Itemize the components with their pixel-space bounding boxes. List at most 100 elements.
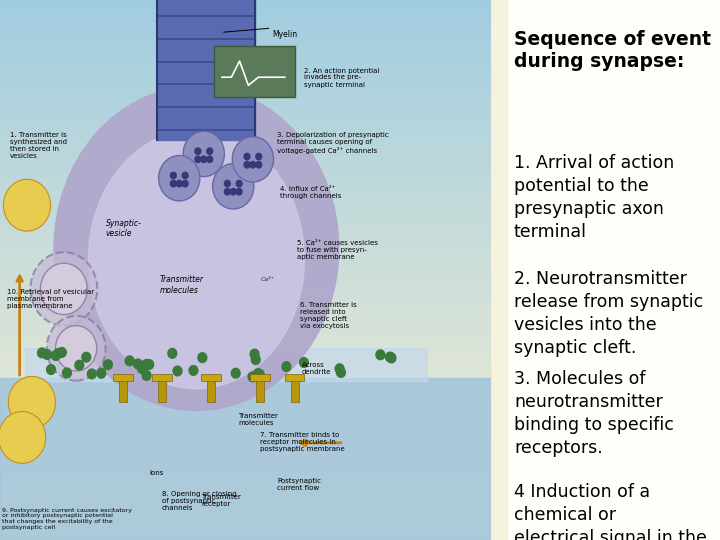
Bar (0, 324, 491, 329)
Text: Ions: Ions (150, 470, 164, 476)
Circle shape (176, 180, 182, 187)
Bar (0, 535, 491, 540)
Bar (0, 346, 491, 351)
Text: 4. Influx of Ca²⁺
through channels: 4. Influx of Ca²⁺ through channels (280, 186, 341, 199)
Bar (0, 313, 491, 319)
Bar (0, 529, 491, 535)
Circle shape (282, 362, 291, 372)
Circle shape (236, 180, 242, 187)
Circle shape (158, 156, 200, 201)
Bar (0, 270, 491, 275)
Text: Transmitter
molecules: Transmitter molecules (238, 413, 278, 426)
Bar (0, 362, 491, 367)
Circle shape (87, 369, 96, 379)
FancyBboxPatch shape (202, 374, 221, 381)
Bar (0, 92, 491, 97)
Bar (0, 238, 491, 243)
Bar (0, 49, 491, 54)
Circle shape (182, 180, 188, 187)
Bar (0, 319, 491, 324)
Text: Across
dendrite: Across dendrite (302, 362, 331, 375)
Bar (0, 302, 491, 308)
Circle shape (387, 353, 396, 363)
Bar (0, 491, 491, 497)
Text: 4 Induction of a
chemical or
electrical signal in the
postsynaptic cell.: 4 Induction of a chemical or electrical … (514, 483, 707, 540)
Circle shape (336, 368, 346, 377)
Circle shape (386, 352, 395, 362)
Circle shape (231, 368, 240, 378)
Circle shape (251, 355, 260, 365)
Bar (0, 157, 491, 162)
Bar (0, 205, 491, 211)
Circle shape (40, 263, 87, 315)
Bar (0, 475, 491, 481)
Bar (491, 0, 507, 540)
Circle shape (54, 348, 63, 358)
Bar (0, 113, 491, 119)
Circle shape (104, 360, 112, 369)
Text: 3. Depolarization of presynaptic
terminal causes opening of
voltage-gated Ca²⁺ c: 3. Depolarization of presynaptic termina… (277, 132, 390, 153)
Bar (0, 108, 491, 113)
FancyBboxPatch shape (152, 374, 172, 381)
Bar (0, 151, 491, 157)
Circle shape (63, 368, 71, 378)
Circle shape (30, 252, 97, 326)
Circle shape (189, 366, 198, 375)
Circle shape (376, 350, 384, 360)
Circle shape (97, 368, 106, 378)
Bar (0, 383, 491, 389)
Bar (0, 308, 491, 313)
Bar (0, 162, 491, 167)
Text: Synaptic-
vesicle: Synaptic- vesicle (106, 219, 141, 238)
Bar (0, 200, 491, 205)
Bar (0, 11, 491, 16)
FancyBboxPatch shape (256, 376, 264, 402)
Circle shape (171, 180, 176, 187)
Bar (0, 367, 491, 373)
Circle shape (75, 360, 84, 370)
Circle shape (253, 369, 263, 379)
Bar (0, 448, 491, 454)
Circle shape (212, 164, 254, 209)
Bar (0, 70, 491, 76)
Circle shape (336, 364, 344, 374)
Circle shape (201, 156, 207, 163)
Bar (0, 221, 491, 227)
FancyBboxPatch shape (251, 374, 270, 381)
Circle shape (207, 148, 212, 154)
Text: 3. Molecules of
neurotransmitter
binding to specific
receptors.: 3. Molecules of neurotransmitter binding… (514, 370, 674, 457)
Bar (0, 454, 491, 459)
Bar (0, 124, 491, 130)
Ellipse shape (54, 86, 339, 410)
Circle shape (244, 161, 250, 168)
Bar (0, 340, 491, 346)
Bar (0, 459, 491, 464)
Bar (0, 81, 491, 86)
FancyBboxPatch shape (157, 0, 256, 140)
Bar (0, 184, 491, 189)
Bar (0, 432, 491, 437)
Circle shape (250, 161, 256, 168)
Bar (0, 524, 491, 529)
Bar (0, 421, 491, 427)
Text: 10. Retrieval of vesicular
membrane from
plasma membrane: 10. Retrieval of vesicular membrane from… (7, 289, 94, 309)
FancyBboxPatch shape (158, 376, 166, 402)
Bar (0, 394, 491, 400)
Bar (0, 389, 491, 394)
Bar (0, 86, 491, 92)
Bar (0, 76, 491, 81)
Bar (0, 16, 491, 22)
Circle shape (256, 369, 264, 379)
Circle shape (133, 359, 143, 369)
Bar (0, 0, 491, 5)
Bar (0, 22, 491, 27)
Circle shape (233, 137, 274, 182)
Bar (0, 140, 491, 146)
Ellipse shape (89, 130, 305, 389)
Circle shape (55, 326, 96, 371)
Bar (0, 5, 491, 11)
Bar (0, 119, 491, 124)
Bar (0, 481, 491, 486)
FancyBboxPatch shape (285, 374, 305, 381)
Bar (0, 286, 491, 292)
